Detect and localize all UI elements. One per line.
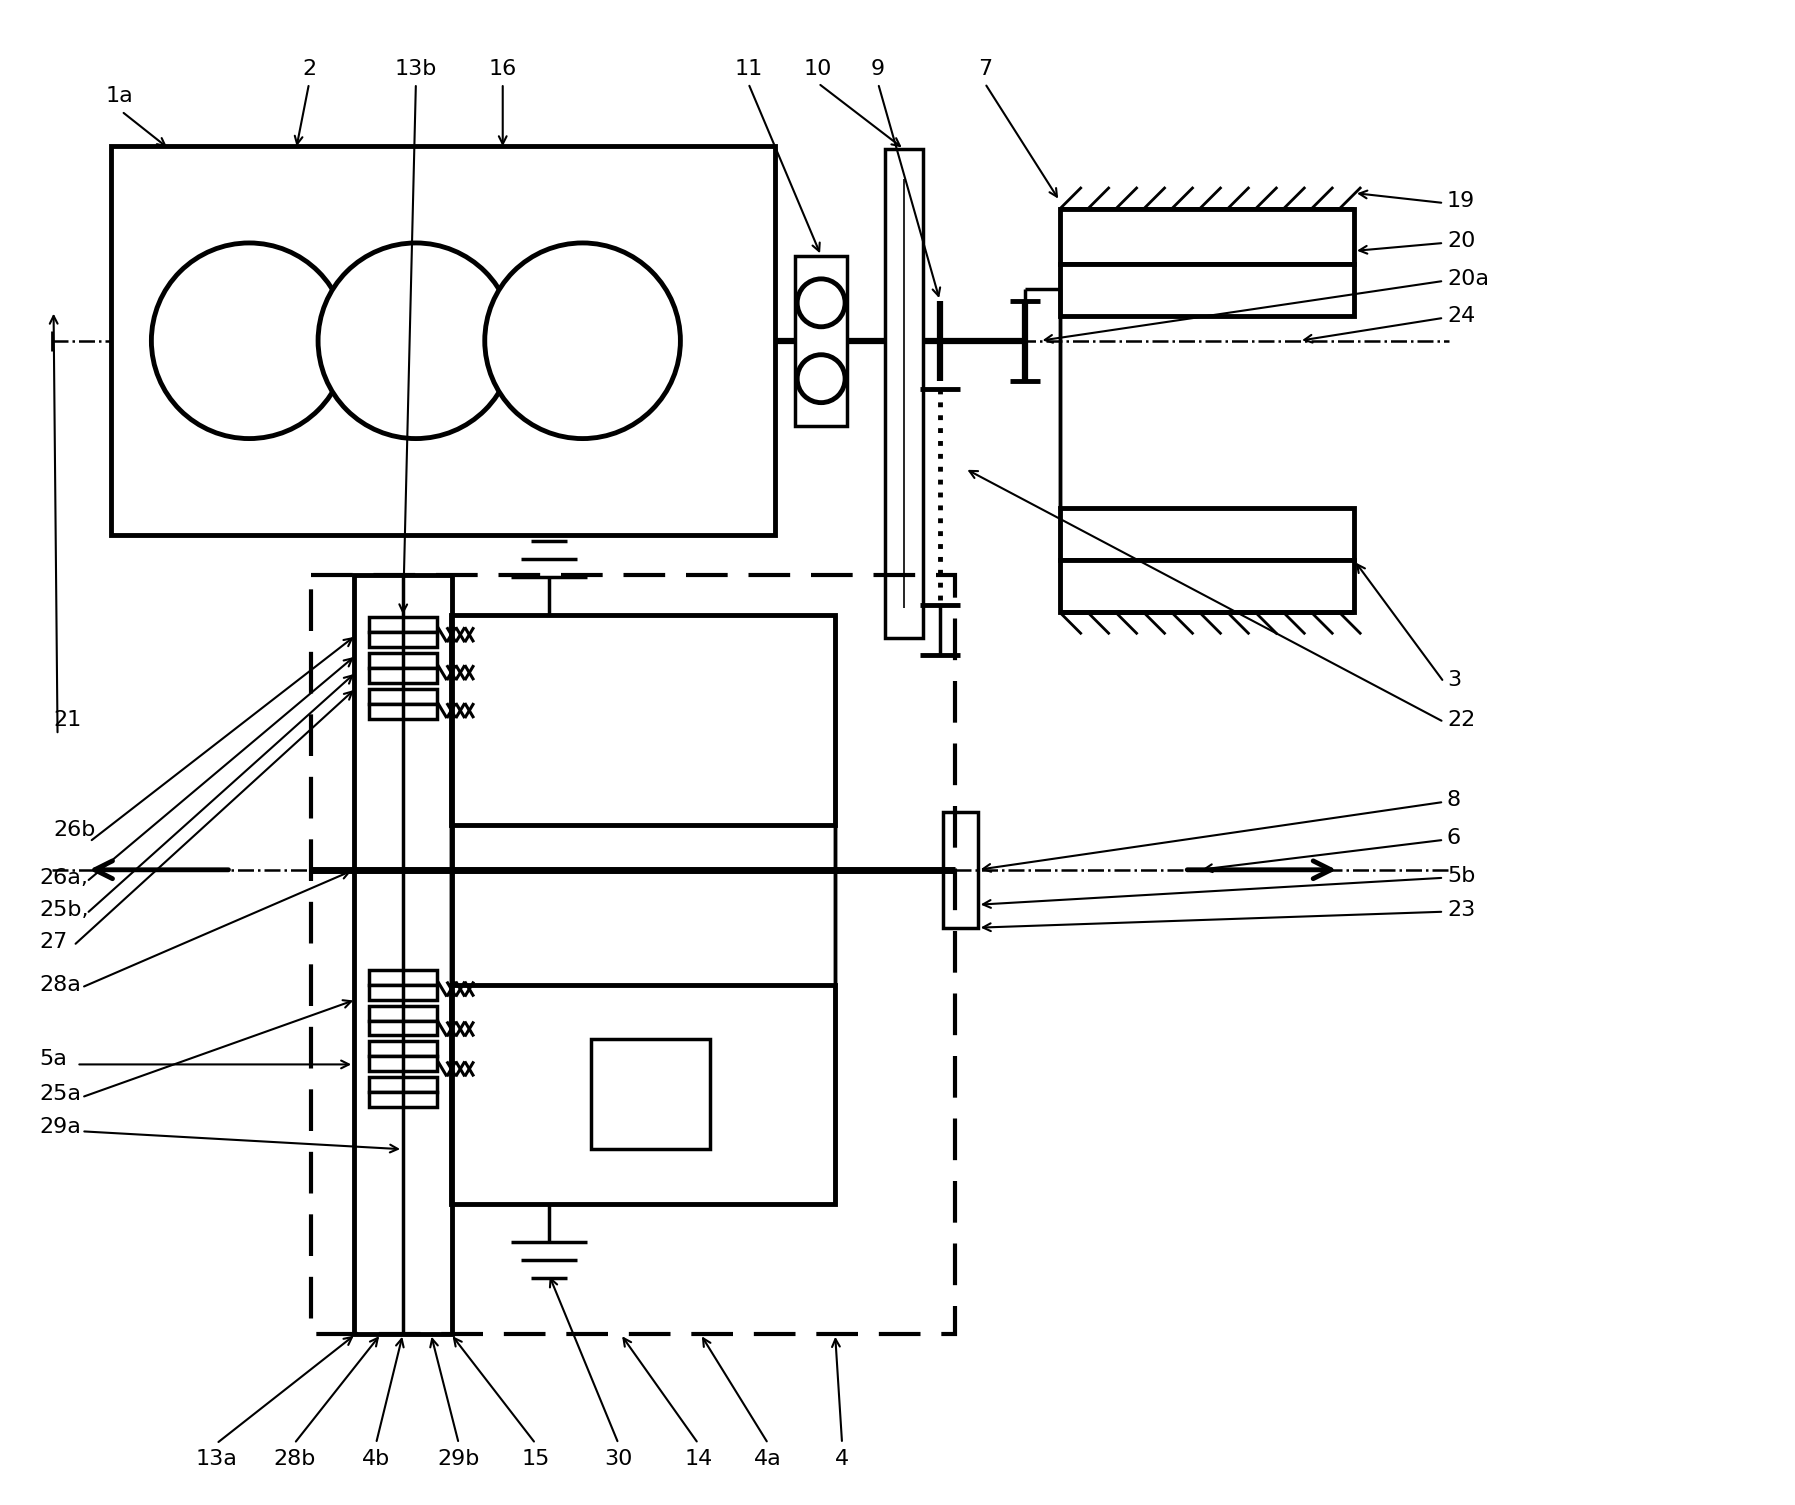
Text: 29b: 29b [438, 1449, 479, 1469]
Text: 7: 7 [978, 59, 993, 80]
Text: 26a,: 26a, [39, 868, 88, 888]
Circle shape [318, 242, 513, 438]
Text: 1a: 1a [106, 86, 133, 107]
Text: 11: 11 [734, 59, 763, 80]
Text: 28a: 28a [39, 975, 81, 995]
Bar [1059, 560, 1353, 613]
Bar [370, 1005, 436, 1020]
Bar [370, 704, 436, 719]
Text: 14: 14 [684, 1449, 713, 1469]
Text: 16: 16 [488, 59, 517, 80]
Bar [1059, 509, 1353, 560]
Text: 9: 9 [871, 59, 885, 80]
Bar [591, 1040, 711, 1150]
Text: 4a: 4a [754, 1449, 783, 1469]
Text: 6: 6 [1447, 828, 1461, 847]
Bar [1059, 263, 1353, 316]
Bar [370, 1093, 436, 1108]
Bar [370, 1020, 436, 1035]
Bar [370, 969, 436, 984]
Bar [370, 617, 436, 632]
Text: 4b: 4b [363, 1449, 390, 1469]
Bar [370, 1078, 436, 1093]
Bar [370, 984, 436, 999]
Text: 3: 3 [1447, 670, 1461, 691]
Bar [370, 668, 436, 683]
Bar [111, 146, 775, 536]
Bar [370, 689, 436, 704]
Text: 26b: 26b [54, 820, 95, 840]
Text: 13b: 13b [395, 59, 436, 80]
Bar [354, 575, 452, 1333]
Text: 24: 24 [1447, 306, 1475, 325]
Text: 20: 20 [1447, 230, 1475, 251]
Circle shape [485, 242, 680, 438]
Text: 10: 10 [804, 59, 833, 80]
Bar [451, 984, 835, 1204]
Bar [370, 632, 436, 647]
Bar [311, 575, 955, 1333]
Bar [795, 256, 847, 426]
Bar [451, 616, 835, 825]
Text: 28b: 28b [273, 1449, 316, 1469]
Text: 13a: 13a [196, 1449, 237, 1469]
Bar [370, 1057, 436, 1072]
Text: 15: 15 [522, 1449, 549, 1469]
Circle shape [797, 355, 845, 403]
Text: 8: 8 [1447, 790, 1461, 810]
Text: 2: 2 [302, 59, 316, 80]
Circle shape [151, 242, 346, 438]
Text: 22: 22 [1447, 710, 1475, 730]
Text: 25a: 25a [39, 1085, 81, 1105]
Text: 19: 19 [1447, 191, 1475, 211]
Text: 5b: 5b [1447, 865, 1475, 886]
Text: 4: 4 [835, 1449, 849, 1469]
Text: 5a: 5a [39, 1049, 68, 1070]
Bar [370, 653, 436, 668]
Text: 30: 30 [605, 1449, 632, 1469]
Text: 21: 21 [54, 710, 83, 730]
Text: 23: 23 [1447, 900, 1475, 920]
Circle shape [797, 278, 845, 327]
Bar [370, 1041, 436, 1057]
Text: 25b,: 25b, [39, 900, 90, 920]
Bar [942, 811, 978, 927]
Text: 20a: 20a [1447, 269, 1490, 289]
Bar [885, 149, 923, 638]
Bar [1059, 209, 1353, 263]
Text: 27: 27 [39, 932, 68, 951]
Text: 29a: 29a [39, 1117, 81, 1138]
